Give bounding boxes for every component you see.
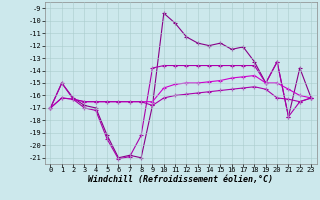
X-axis label: Windchill (Refroidissement éolien,°C): Windchill (Refroidissement éolien,°C) (88, 175, 273, 184)
